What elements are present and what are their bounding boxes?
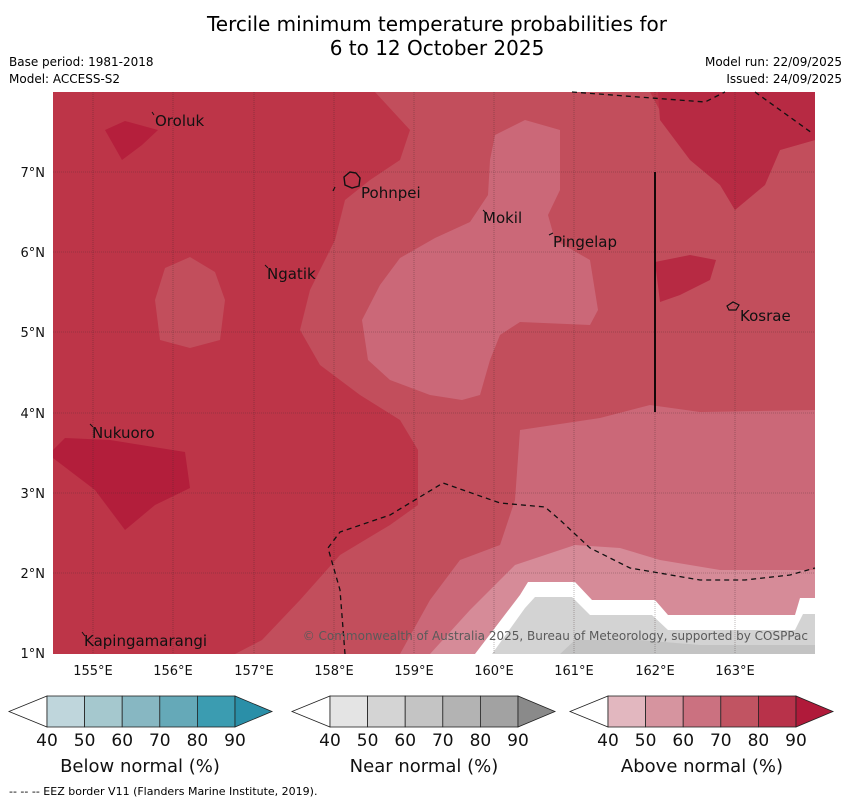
above-90-blob-ne <box>658 92 815 210</box>
legend-tick: 50 <box>357 731 379 751</box>
legend-tick: 80 <box>187 731 209 751</box>
legend-tick: 50 <box>635 731 657 751</box>
lat-label: 4°N <box>21 407 46 422</box>
above-70-blob-west <box>155 257 225 348</box>
legend-swatch-below-2 <box>84 695 123 728</box>
legend-tick: 80 <box>748 731 770 751</box>
legend-swatch-near-3 <box>404 695 444 728</box>
place-label-pingelap: Pingelap <box>553 233 617 251</box>
lon-label: 158°E <box>314 664 354 679</box>
legend-swatch-below-5 <box>196 695 236 728</box>
graticule <box>53 92 815 654</box>
model-name: Model: ACCESS-S2 <box>9 72 121 86</box>
legend-near-normal: 40 50 60 70 80 90 Near normal (%) <box>290 695 557 777</box>
legend-tick: 70 <box>432 731 454 751</box>
metadata-left: Base period: 1981-2018 Model: ACCESS-S2 <box>9 54 154 88</box>
lat-label: 5°N <box>21 326 46 341</box>
legend-swatch-above-2 <box>645 695 684 728</box>
copyright-notice: © Commonwealth of Australia 2025, Bureau… <box>303 629 808 643</box>
legend-swatch-near-5 <box>479 695 519 728</box>
atoll-markers <box>81 111 554 637</box>
metadata-right: Model run: 22/09/2025 Issued: 24/09/2025 <box>705 54 842 88</box>
legend-swatch-near-6 <box>517 695 557 728</box>
legend-swatch-above-1 <box>607 695 646 728</box>
above-60-region <box>362 120 598 400</box>
legend-tick: 80 <box>470 731 492 751</box>
eez-borders <box>327 91 816 655</box>
place-label-kapingamarangi: Kapingamarangi <box>84 632 207 650</box>
legend-tick: 60 <box>394 731 416 751</box>
place-label-kosrae: Kosrae <box>740 307 791 325</box>
legend-tick: 90 <box>507 731 529 751</box>
legend-swatch-above-6 <box>795 695 835 728</box>
legend-swatch-near-4 <box>442 695 481 728</box>
legend-title-below: Below normal (%) <box>60 756 220 777</box>
legend-swatch-above-3 <box>682 695 722 728</box>
lon-label: 159°E <box>394 664 434 679</box>
legend-tick: 70 <box>710 731 732 751</box>
legend-tick: 40 <box>36 731 58 751</box>
eez-footnote: -- -- -- EEZ border V11 (Flanders Marine… <box>9 785 318 798</box>
above-90-blob-nukuoro <box>53 438 190 530</box>
legend-tick: 90 <box>785 731 807 751</box>
lat-label: 3°N <box>21 487 46 502</box>
lat-label: 1°N <box>21 647 46 662</box>
lon-label: 156°E <box>153 664 193 679</box>
pohnpei-island <box>343 171 361 189</box>
place-label-ngatik: Ngatik <box>267 265 316 283</box>
legend-swatch-near-0 <box>290 695 331 728</box>
above-90-blob-oroluk <box>105 121 158 160</box>
legend-swatch-above-5 <box>758 695 797 728</box>
legend-tick: 70 <box>149 731 171 751</box>
legend-swatch-below-4 <box>159 695 198 728</box>
legend-swatch-below-6 <box>234 695 274 728</box>
near-70-region <box>560 640 815 654</box>
place-label-nukuoro: Nukuoro <box>92 424 155 442</box>
lat-label: 2°N <box>21 567 46 582</box>
title-line-2: 6 to 12 October 2025 <box>329 36 545 60</box>
near-60-region <box>492 597 815 654</box>
lon-label: 161°E <box>554 664 594 679</box>
legend-tick: 90 <box>224 731 246 751</box>
legend-title-above: Above normal (%) <box>621 756 783 777</box>
lon-label: 163°E <box>715 664 755 679</box>
legend-swatch-above-4 <box>720 695 759 728</box>
legend-tick: 50 <box>74 731 96 751</box>
legend-tick: 60 <box>111 731 133 751</box>
place-label-oroluk: Oroluk <box>155 112 204 130</box>
model-run: Model run: 22/09/2025 <box>704 55 842 69</box>
legend-below-normal: 40 50 60 70 80 90 Below normal (%) <box>7 695 274 777</box>
pohnpei-islet <box>332 186 336 192</box>
probability-map: Oroluk Pohnpei Mokil Pingelap Ngatik Kos… <box>21 91 816 679</box>
above-90-blob-east <box>655 255 716 302</box>
lat-label: 7°N <box>21 166 46 181</box>
legend: 40 50 60 70 80 90 Below normal (%) 40 50… <box>7 695 835 777</box>
place-label-pohnpei: Pohnpei <box>361 184 421 202</box>
title-line-1: Tercile minimum temperature probabilitie… <box>206 12 668 36</box>
legend-swatch-below-0 <box>7 695 48 728</box>
legend-swatch-near-1 <box>329 695 368 728</box>
lat-label: 6°N <box>21 246 46 261</box>
legend-swatch-below-1 <box>46 695 85 728</box>
lon-label: 155°E <box>73 664 113 679</box>
legend-tick: 60 <box>672 731 694 751</box>
legend-above-normal: 40 50 60 70 80 90 Above normal (%) <box>568 695 835 777</box>
lon-label: 160°E <box>474 664 514 679</box>
issued-date: Issued: 24/09/2025 <box>726 72 842 86</box>
legend-swatch-below-3 <box>121 695 161 728</box>
legend-swatch-above-0 <box>568 695 609 728</box>
lon-label: 157°E <box>234 664 274 679</box>
legend-title-near: Near normal (%) <box>350 756 499 777</box>
legend-tick: 40 <box>319 731 341 751</box>
base-period: Base period: 1981-2018 <box>9 55 154 69</box>
legend-swatch-near-2 <box>367 695 406 728</box>
legend-tick: 40 <box>597 731 619 751</box>
kosrae-island <box>726 301 740 311</box>
lon-label: 162°E <box>635 664 675 679</box>
map-title: Tercile minimum temperature probabilitie… <box>0 12 850 60</box>
place-label-mokil: Mokil <box>483 209 522 227</box>
